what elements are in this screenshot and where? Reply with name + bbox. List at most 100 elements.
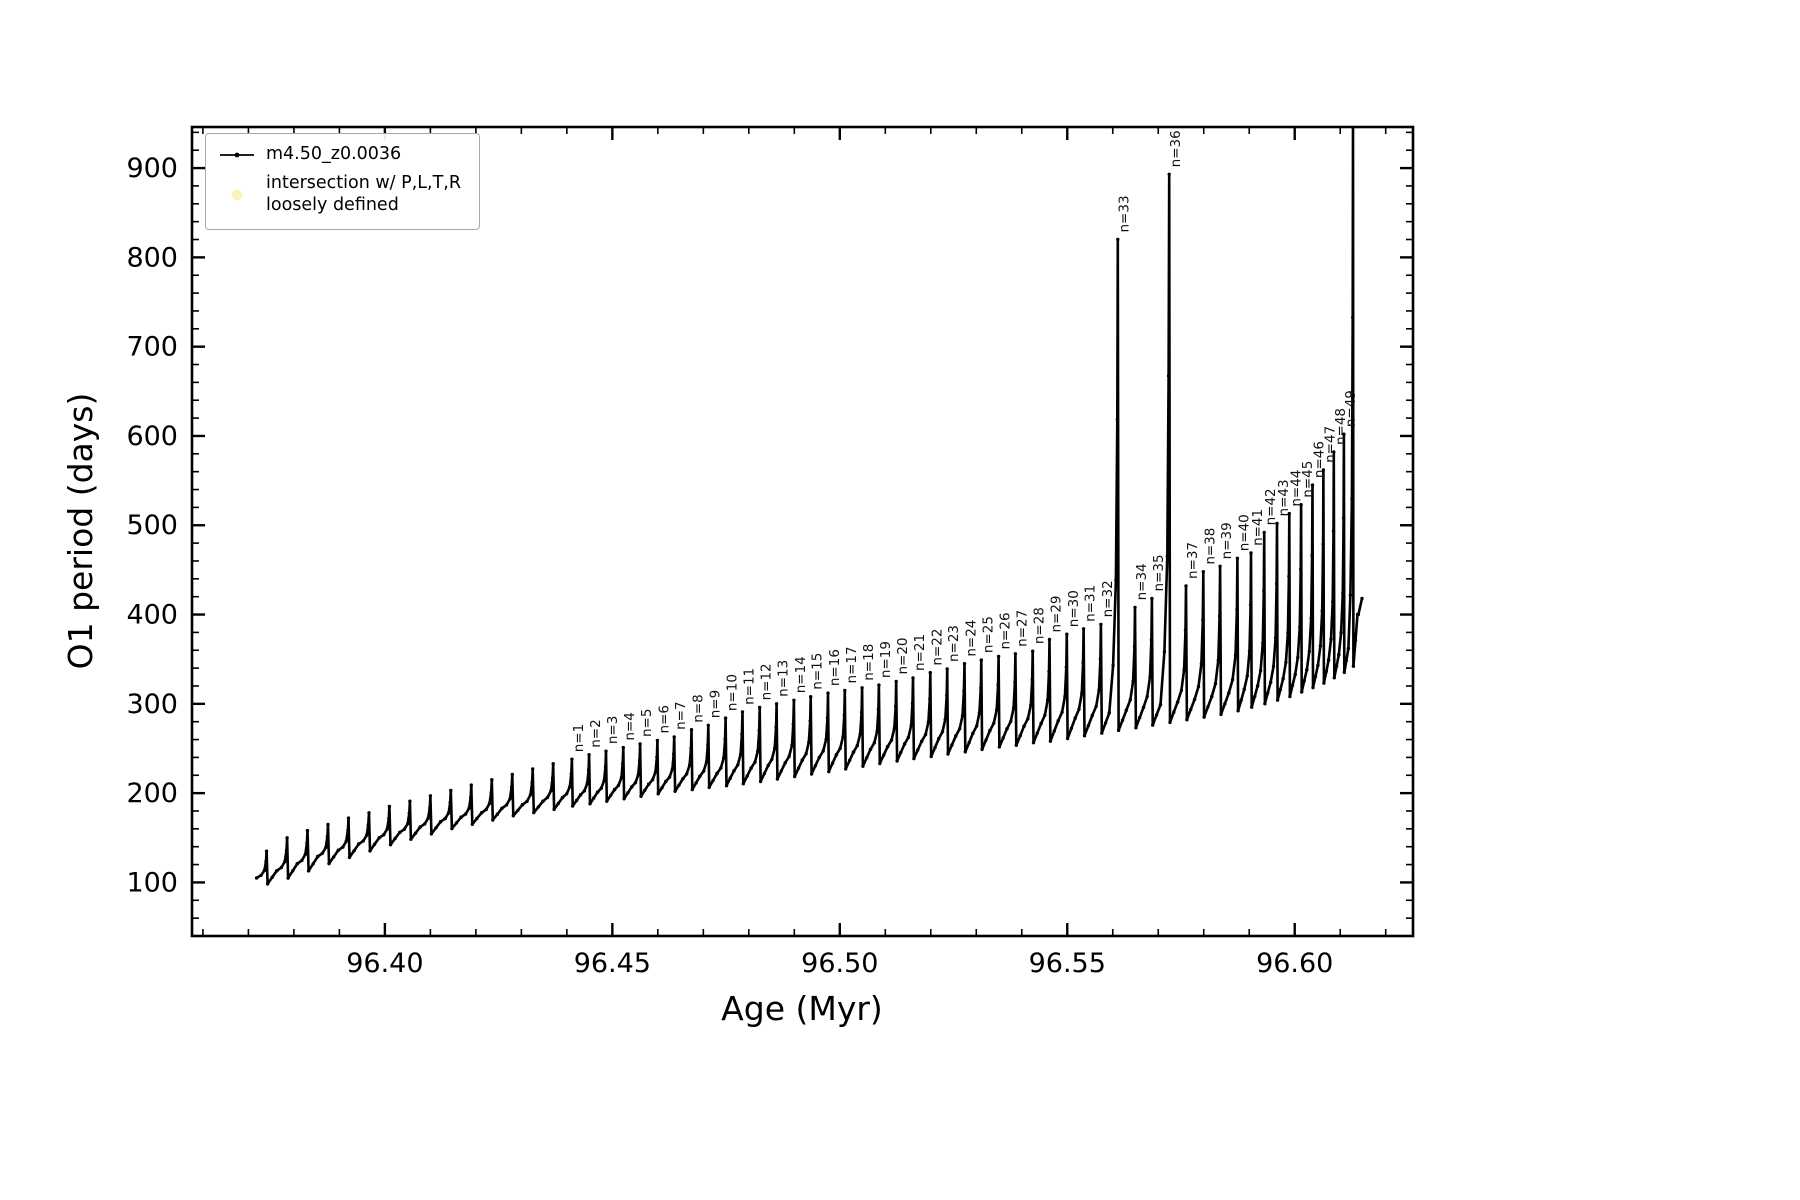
- data-point-marker: [587, 753, 591, 757]
- data-point-marker: [670, 767, 675, 771]
- data-point-marker: [1202, 715, 1206, 719]
- data-point-marker: [1332, 450, 1336, 454]
- data-point-marker: [520, 803, 525, 807]
- data-point-marker: [689, 746, 693, 751]
- data-point-marker: [774, 725, 778, 729]
- data-point-marker: [305, 828, 310, 833]
- data-point-marker: [758, 705, 762, 710]
- data-point-marker: [1351, 664, 1356, 668]
- data-point-marker: [402, 827, 406, 831]
- data-point-marker: [1030, 678, 1034, 682]
- data-point-marker: [552, 807, 556, 812]
- data-point-marker: [346, 828, 350, 832]
- data-point-marker: [336, 848, 340, 852]
- data-point-marker: [1011, 706, 1016, 710]
- data-point-marker: [1307, 649, 1312, 654]
- data-point-marker: [773, 746, 777, 750]
- y-tick-label: 100: [126, 867, 178, 898]
- data-point-marker: [560, 795, 565, 800]
- data-point-marker: [1296, 655, 1300, 660]
- data-point-marker: [1299, 567, 1303, 571]
- data-point-marker: [1350, 497, 1354, 501]
- data-point-marker: [592, 796, 596, 800]
- data-point-marker: [1239, 698, 1243, 702]
- data-point-marker: [1148, 675, 1152, 679]
- data-point-marker: [877, 683, 881, 687]
- data-point-marker: [1158, 703, 1163, 707]
- data-point-marker: [569, 772, 573, 776]
- data-point-marker: [616, 783, 621, 788]
- data-point-marker: [346, 816, 351, 820]
- data-point-marker: [1344, 658, 1349, 663]
- data-point-marker: [428, 794, 433, 798]
- data-point-marker: [963, 750, 967, 754]
- data-point-marker: [1233, 653, 1238, 658]
- data-point-marker: [1150, 596, 1154, 601]
- data-point-marker: [825, 715, 830, 720]
- data-point-marker: [387, 816, 391, 821]
- data-point-marker: [667, 775, 672, 779]
- data-point-marker: [1271, 664, 1276, 669]
- data-point-marker: [409, 837, 413, 841]
- data-point-marker: [1281, 677, 1285, 681]
- peak-annotation: n=27: [1014, 610, 1030, 647]
- data-point-marker: [1286, 630, 1290, 635]
- data-point-marker: [467, 806, 471, 810]
- peak-annotation: n=22: [929, 629, 945, 666]
- data-point-marker: [1098, 657, 1103, 661]
- data-point-marker: [1179, 688, 1184, 693]
- data-point-marker: [511, 814, 515, 818]
- data-point-marker: [509, 785, 514, 789]
- data-point-marker: [428, 806, 432, 810]
- x-tick-label: 96.55: [1029, 948, 1106, 979]
- peak-annotation: n=47: [1322, 426, 1338, 463]
- peak-annotation: n=12: [759, 663, 775, 700]
- data-point-marker: [672, 752, 676, 756]
- data-point-marker: [1255, 684, 1260, 688]
- data-point-marker: [979, 686, 983, 690]
- peak-annotation: n=11: [741, 668, 757, 705]
- data-point-marker: [1005, 727, 1009, 731]
- data-point-marker: [899, 750, 903, 755]
- data-point-marker: [736, 763, 740, 767]
- data-point-marker: [609, 793, 613, 798]
- data-point-marker: [960, 714, 965, 718]
- data-point-marker: [1268, 680, 1273, 685]
- data-point-marker: [1219, 712, 1223, 717]
- data-point-marker: [858, 732, 862, 736]
- data-point-marker: [633, 780, 638, 785]
- data-point-marker: [1168, 720, 1172, 725]
- data-point-marker: [885, 745, 890, 749]
- data-point-marker: [1094, 704, 1098, 708]
- data-point-marker: [916, 748, 920, 752]
- data-point-marker: [980, 747, 984, 752]
- data-point-marker: [270, 875, 274, 879]
- data-point-marker: [1120, 718, 1125, 722]
- data-point-marker: [570, 757, 574, 761]
- data-point-marker: [992, 721, 996, 725]
- data-point-marker: [316, 854, 320, 859]
- data-point-marker: [1056, 719, 1060, 723]
- data-point-marker: [326, 822, 330, 827]
- data-point-marker: [1039, 721, 1043, 726]
- data-point-marker: [1287, 511, 1292, 516]
- data-point-marker: [647, 782, 651, 786]
- data-point-marker: [1166, 374, 1171, 378]
- data-point-marker: [1334, 664, 1339, 668]
- data-point-marker: [388, 843, 393, 847]
- data-point-marker: [704, 760, 709, 764]
- line-dot-marker-icon: [218, 148, 256, 162]
- peak-annotation: n=17: [844, 646, 860, 683]
- data-point-marker: [536, 805, 541, 809]
- data-point-marker: [911, 676, 915, 680]
- legend-label-series: m4.50_z0.0036: [266, 144, 402, 164]
- data-point-marker: [357, 842, 361, 846]
- data-point-marker: [1288, 694, 1292, 699]
- data-point-marker: [361, 839, 365, 843]
- peak-annotation: n=8: [691, 694, 707, 722]
- peak-annotation: n=21: [912, 634, 928, 671]
- data-point-marker: [1001, 736, 1005, 740]
- data-point-marker: [500, 806, 504, 810]
- legend-entry-series: m4.50_z0.0036: [218, 144, 461, 166]
